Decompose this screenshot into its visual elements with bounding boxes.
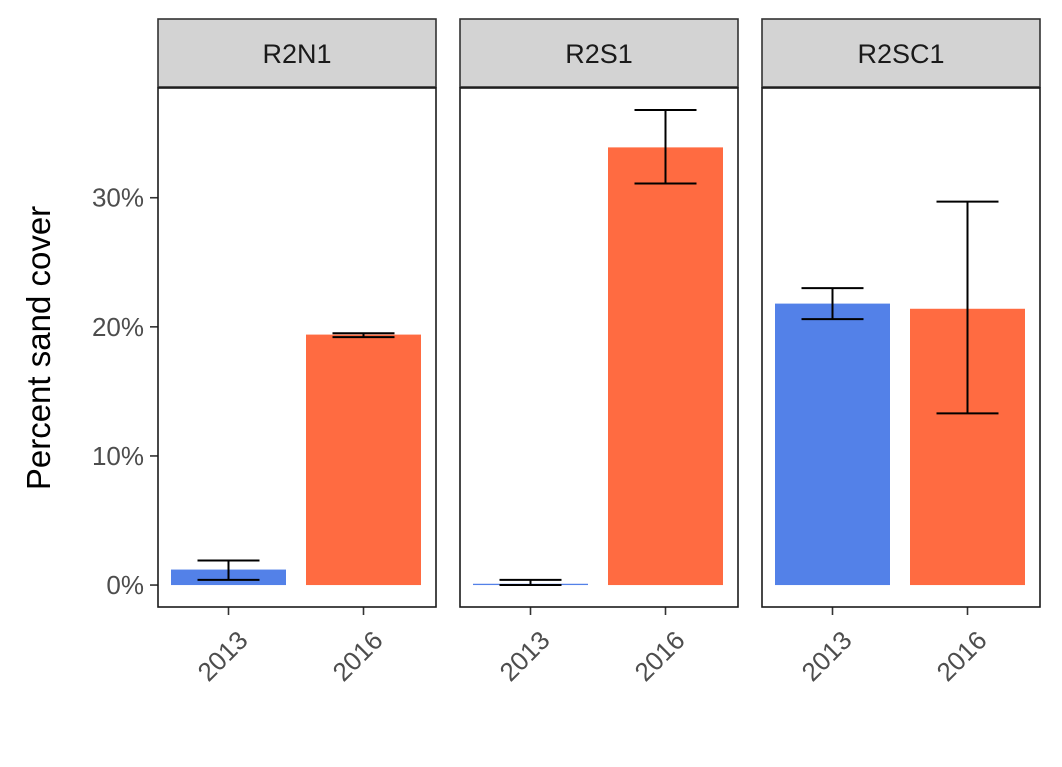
facet-strip (761, 18, 1041, 88)
panel-border (459, 87, 739, 608)
bar-2013 (775, 303, 890, 586)
facet-panels: R2N1 2013 2016 R2S1 2013 2016 R2SC1 2013 2016 (157, 18, 1041, 687)
y-axis: 0% 10% 20% 30% (92, 183, 158, 600)
panel-r2s1: R2S1 2013 2016 (459, 18, 739, 687)
facet-strip (459, 18, 739, 88)
y-tick-label: 30% (92, 183, 144, 213)
panel-border (761, 87, 1041, 608)
facet-strip-label: R2SC1 (857, 39, 944, 69)
x-tick-label: 2016 (326, 625, 388, 687)
x-tick-label: 2016 (628, 625, 690, 687)
x-tick-label: 2013 (795, 625, 857, 687)
panel-r2sc1: R2SC1 2013 2016 (761, 18, 1041, 687)
x-tick-label: 2013 (191, 625, 253, 687)
panel-r2n1: R2N1 2013 2016 (157, 18, 437, 687)
facet-strip-label: R2N1 (262, 39, 331, 69)
y-tick-label: 20% (92, 312, 144, 342)
panel-border (157, 87, 437, 608)
facet-strip-label: R2S1 (565, 39, 633, 69)
y-tick-label: 10% (92, 441, 144, 471)
bar-2016 (608, 147, 723, 586)
x-tick-label: 2013 (493, 625, 555, 687)
bar-2016 (306, 334, 421, 586)
facet-strip (157, 18, 437, 88)
x-tick-label: 2016 (930, 625, 992, 687)
y-tick-label: 0% (106, 570, 144, 600)
y-axis-title: Percent sand cover (20, 206, 57, 490)
